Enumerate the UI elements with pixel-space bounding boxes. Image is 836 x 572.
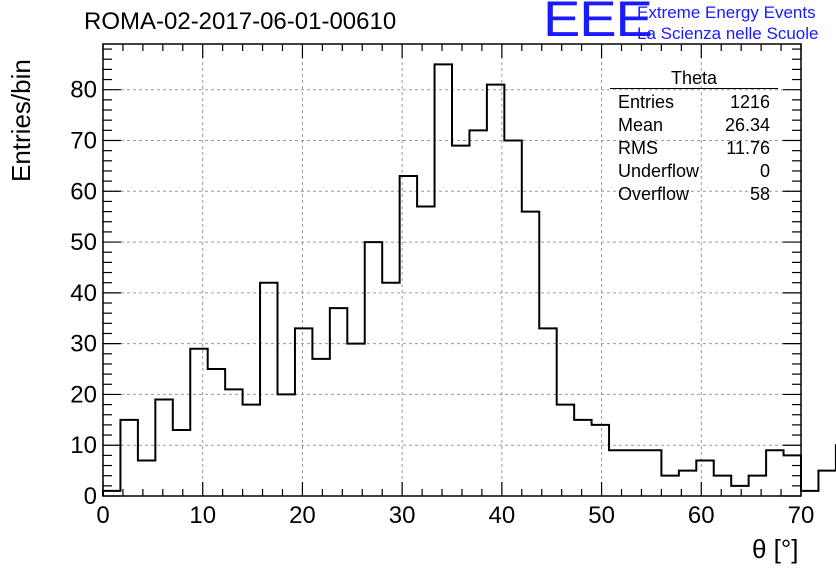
y-axis-label: Entries/bin bbox=[6, 59, 36, 182]
histogram-bin bbox=[592, 425, 609, 496]
histogram-bin bbox=[644, 450, 661, 496]
chart-title: ROMA-02-2017-06-01-00610 bbox=[84, 8, 397, 35]
stats-value: 26.34 bbox=[724, 115, 770, 135]
histogram-bin bbox=[661, 476, 678, 496]
histogram-bin bbox=[295, 328, 312, 496]
y-tick-label: 50 bbox=[70, 229, 97, 256]
histogram-bin bbox=[208, 369, 225, 496]
axes bbox=[102, 43, 802, 497]
histogram-bin bbox=[452, 146, 469, 496]
histogram-bin bbox=[487, 85, 504, 496]
histogram-bin bbox=[417, 207, 434, 496]
histogram-bin bbox=[557, 405, 574, 496]
histogram-bin bbox=[365, 242, 382, 496]
stats-value: 1216 bbox=[729, 92, 770, 112]
histogram-bin bbox=[347, 344, 364, 496]
tick-labels: 0 10 20 30 40 50 60 70 0 10 20 30 40 50 60 70 80 bbox=[70, 77, 814, 529]
histogram-bin bbox=[574, 420, 591, 496]
x-tick-label: 0 bbox=[96, 502, 109, 529]
stats-label: Overflow bbox=[618, 184, 690, 204]
x-tick-label: 70 bbox=[788, 502, 815, 529]
tick-marks bbox=[102, 44, 802, 497]
x-tick-label: 50 bbox=[588, 502, 615, 529]
histogram-bin bbox=[539, 328, 556, 496]
x-tick-label: 40 bbox=[489, 502, 516, 529]
stats-label: RMS bbox=[618, 138, 658, 158]
histogram-bars bbox=[102, 63, 836, 496]
histogram-bin bbox=[278, 394, 295, 496]
stats-title: Theta bbox=[610, 68, 778, 89]
stats-row-overflow: Overflow 58 bbox=[610, 183, 778, 206]
histogram-bin bbox=[504, 140, 521, 496]
logo-line-1: Extreme Energy Events bbox=[637, 3, 816, 22]
stats-value: 11.76 bbox=[726, 138, 770, 158]
stats-label: Mean bbox=[618, 115, 664, 135]
stats-box: Theta Entries 1216 Mean 26.34 RMS 11.76 … bbox=[610, 68, 778, 206]
stats-row-rms: RMS 11.76 bbox=[610, 137, 778, 160]
histogram-bin bbox=[190, 349, 207, 496]
histogram-bin bbox=[155, 400, 172, 496]
histogram-bin bbox=[173, 430, 190, 496]
x-tick-label: 30 bbox=[389, 502, 416, 529]
y-tick-label: 40 bbox=[70, 280, 97, 307]
y-tick-label: 0 bbox=[84, 483, 97, 510]
stats-row-mean: Mean 26.34 bbox=[610, 114, 778, 137]
stats-label: Entries bbox=[618, 92, 675, 112]
histogram-bin bbox=[469, 130, 486, 496]
histogram-bin bbox=[382, 283, 399, 496]
x-axis-label: θ [°] bbox=[752, 534, 799, 564]
histogram-bin bbox=[330, 308, 347, 496]
histogram-bin bbox=[120, 420, 137, 496]
x-tick-label: 10 bbox=[189, 502, 216, 529]
y-tick-label: 70 bbox=[70, 127, 97, 154]
histogram-bin bbox=[696, 460, 713, 496]
stats-value: 0 bbox=[759, 161, 770, 181]
histogram-bin bbox=[243, 405, 260, 496]
histogram-bin bbox=[522, 212, 539, 496]
stats-row-underflow: Underflow 0 bbox=[610, 160, 778, 183]
x-tick-label: 60 bbox=[688, 502, 715, 529]
y-tick-label: 10 bbox=[70, 432, 97, 459]
x-tick-label: 20 bbox=[289, 502, 316, 529]
histogram-bin bbox=[260, 283, 277, 496]
plot-frame bbox=[102, 43, 802, 497]
histogram-bin bbox=[749, 476, 766, 496]
histogram-bin bbox=[400, 176, 417, 496]
histogram-bin bbox=[731, 486, 748, 496]
stats-value: 58 bbox=[749, 184, 770, 204]
histogram-bin bbox=[609, 450, 626, 496]
eee-logo-mark: EEE bbox=[543, 0, 653, 47]
histogram-bin bbox=[818, 471, 835, 496]
y-tick-label: 80 bbox=[70, 77, 97, 104]
histogram-outline bbox=[102, 63, 836, 496]
stats-row-entries: Entries 1216 bbox=[610, 91, 778, 114]
logo-line-2: La Scienza nelle Scuole bbox=[637, 24, 819, 43]
y-tick-label: 60 bbox=[70, 178, 97, 205]
y-tick-label: 30 bbox=[70, 331, 97, 358]
histogram-bin bbox=[714, 476, 731, 496]
stats-label: Underflow bbox=[618, 161, 700, 181]
histogram-bin bbox=[312, 359, 329, 496]
histogram-bin bbox=[225, 389, 242, 496]
y-tick-label: 20 bbox=[70, 381, 97, 408]
histogram-bin bbox=[138, 460, 155, 496]
histogram-bin bbox=[435, 64, 452, 496]
